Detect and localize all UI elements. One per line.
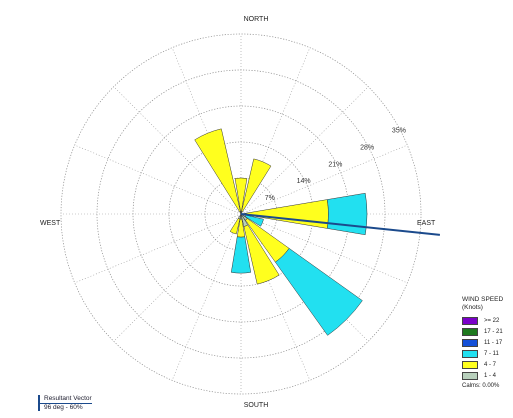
grid-spoke-14 [74, 144, 242, 215]
legend-rows: >= 22 17 - 21 11 - 17 7 - 11 4 - 7 1 - 4 [462, 315, 510, 381]
grid-spoke-11 [113, 213, 242, 342]
ring-labels: 7% 14% 21% 28% 35% [265, 127, 406, 202]
legend-swatch [462, 349, 478, 358]
ring-label-1: 7% [265, 195, 275, 202]
resultant-vector-caption: Resultant Vector 96 deg - 60% [38, 395, 92, 412]
grid-ring-5 [60, 33, 422, 395]
legend-item: 1 - 4 [462, 370, 510, 381]
ring-label-3: 21% [328, 161, 342, 168]
ring-label-5: 35% [392, 127, 406, 134]
legend-swatch [462, 327, 478, 336]
grid-spoke-12 [74, 213, 242, 284]
west-label: WEST [40, 220, 61, 227]
chart-spokes [61, 34, 421, 394]
legend-item: >= 22 [462, 315, 510, 326]
legend-item: 7 - 11 [462, 348, 510, 359]
resultant-vector-marker [38, 395, 40, 411]
legend-label: 17 - 21 [484, 328, 503, 335]
petal-s-bin-4 [230, 236, 252, 274]
petal-e-bin-4 [326, 192, 368, 236]
legend-swatch [462, 338, 478, 347]
north-label: NORTH [244, 16, 269, 23]
legend-item: 4 - 7 [462, 359, 510, 370]
east-label: EAST [417, 220, 436, 227]
petal-n-bin-5 [234, 177, 248, 212]
petal-ssw-bin-5 [229, 218, 241, 235]
grid-spoke-15 [113, 86, 242, 215]
legend-label: 11 - 17 [484, 339, 503, 346]
resultant-vector [240, 213, 441, 236]
legend-label: 7 - 11 [484, 350, 499, 357]
legend-item: 17 - 21 [462, 326, 510, 337]
legend-label: 4 - 7 [484, 361, 497, 368]
legend-units: (Knots) [462, 304, 483, 311]
grid-spoke-3 [240, 86, 369, 215]
ring-label-4: 28% [360, 144, 374, 151]
legend-label: 1 - 4 [484, 372, 497, 379]
grid-spoke-10 [171, 213, 242, 381]
legend-label: >= 22 [484, 317, 500, 324]
petal-se-bin-4 [274, 247, 363, 336]
legend-swatch [462, 316, 478, 325]
petal-ese-bin-4 [245, 214, 264, 227]
petal-nnw-bin-5 [194, 128, 241, 213]
resultant-vector-title: Resultant Vector [38, 395, 92, 404]
legend-title: WIND SPEED [462, 296, 504, 303]
ring-label-2: 14% [297, 178, 311, 185]
resultant-vector-line [240, 213, 441, 236]
petal-sse-bin-5 [243, 224, 280, 285]
legend-item: 11 - 17 [462, 337, 510, 348]
legend-swatch [462, 371, 478, 380]
legend-calms: Calms: 0.00% [462, 383, 500, 389]
wind-speed-legend: WIND SPEED (Knots) >= 22 17 - 21 11 - 17 7 … [462, 296, 510, 389]
south-label: SOUTH [244, 402, 269, 409]
grid-spoke-6 [240, 213, 408, 284]
petal-nne-bin-5 [241, 158, 272, 213]
resultant-vector-value: 96 deg - 60% [44, 404, 83, 411]
legend-swatch [462, 360, 478, 369]
chart-petals [194, 128, 368, 336]
